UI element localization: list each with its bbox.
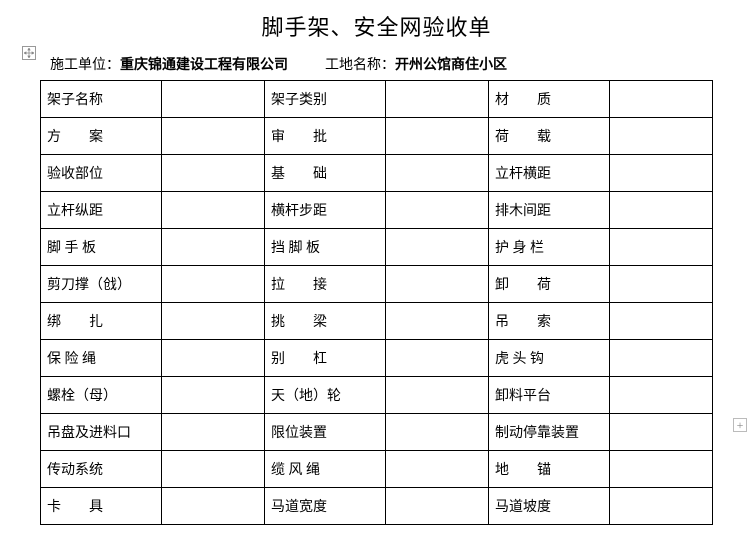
table-row: 吊盘及进料口 限位装置 制动停靠装置: [41, 414, 713, 451]
acceptance-table: 架子名称 架子类别 材 质方 案 审 批 荷 载验收部位 基 础 立杆横距立杆纵距 横杆步距 排…: [40, 80, 713, 525]
field-label: 虎 头 钩: [488, 340, 609, 377]
table-row: 螺栓（母） 天（地）轮 卸料平台: [41, 377, 713, 414]
field-label: 立杆横距: [488, 155, 609, 192]
header-info: 施工单位：重庆锦通建设工程有限公司 工地名称：开州公馆商住小区: [40, 54, 713, 74]
field-value: [162, 377, 265, 414]
table-row: 立杆纵距 横杆步距 排木间距: [41, 192, 713, 229]
field-label: 马道宽度: [264, 488, 385, 525]
site-value: 开州公馆商住小区: [395, 58, 507, 73]
table-row: 验收部位 基 础 立杆横距: [41, 155, 713, 192]
field-label: 天（地）轮: [264, 377, 385, 414]
table-row: 脚 手 板挡 脚 板护 身 栏: [41, 229, 713, 266]
field-label: 剪刀撑（戗）: [41, 266, 162, 303]
field-value: [162, 488, 265, 525]
field-value: [610, 414, 713, 451]
field-value: [162, 340, 265, 377]
field-label: 马道坡度: [488, 488, 609, 525]
field-label: 架子名称: [41, 81, 162, 118]
field-label: 别 杠: [264, 340, 385, 377]
field-value: [610, 377, 713, 414]
plus-icon[interactable]: +: [733, 418, 747, 432]
field-value: [610, 303, 713, 340]
field-value: [386, 414, 489, 451]
construction-label: 施工单位：: [50, 58, 120, 73]
field-value: [610, 81, 713, 118]
field-value: [610, 118, 713, 155]
move-handle-icon[interactable]: [22, 46, 36, 60]
table-row: 传动系统 缆 风 绳 地 锚: [41, 451, 713, 488]
field-label: 卡 具: [41, 488, 162, 525]
field-label: 立杆纵距: [41, 192, 162, 229]
field-label: 保 险 绳: [41, 340, 162, 377]
field-label: 基 础: [264, 155, 385, 192]
field-value: [162, 155, 265, 192]
field-value: [162, 118, 265, 155]
field-value: [162, 229, 265, 266]
field-value: [162, 451, 265, 488]
field-value: [162, 414, 265, 451]
field-label: 螺栓（母）: [41, 377, 162, 414]
construction-value: 重庆锦通建设工程有限公司: [120, 58, 288, 73]
field-label: 缆 风 绳: [264, 451, 385, 488]
field-label: 验收部位: [41, 155, 162, 192]
field-value: [386, 155, 489, 192]
field-value: [610, 229, 713, 266]
table-row: 绑 扎挑 梁吊 索: [41, 303, 713, 340]
field-value: [386, 488, 489, 525]
field-label: 传动系统: [41, 451, 162, 488]
field-label: 荷 载: [488, 118, 609, 155]
field-value: [610, 340, 713, 377]
field-label: 护 身 栏: [488, 229, 609, 266]
field-value: [386, 451, 489, 488]
field-value: [386, 303, 489, 340]
table-row: 方 案审 批荷 载: [41, 118, 713, 155]
field-label: 脚 手 板: [41, 229, 162, 266]
field-value: [162, 81, 265, 118]
field-label: 审 批: [264, 118, 385, 155]
field-label: 制动停靠装置: [488, 414, 609, 451]
field-value: [610, 488, 713, 525]
field-value: [386, 340, 489, 377]
field-value: [386, 81, 489, 118]
field-value: [386, 192, 489, 229]
field-label: 架子类别: [264, 81, 385, 118]
field-value: [610, 155, 713, 192]
field-label: 卸 荷: [488, 266, 609, 303]
field-label: 方 案: [41, 118, 162, 155]
table-row: 剪刀撑（戗） 拉 接 卸 荷: [41, 266, 713, 303]
table-row: 卡 具 马道宽度 马道坡度: [41, 488, 713, 525]
field-label: 吊 索: [488, 303, 609, 340]
field-value: [386, 118, 489, 155]
field-label: 横杆步距: [264, 192, 385, 229]
field-label: 卸料平台: [488, 377, 609, 414]
field-value: [162, 303, 265, 340]
site-label: 工地名称：: [325, 58, 395, 73]
field-value: [386, 266, 489, 303]
field-label: 排木间距: [488, 192, 609, 229]
field-value: [610, 451, 713, 488]
field-label: 绑 扎: [41, 303, 162, 340]
field-value: [162, 266, 265, 303]
field-label: 材 质: [488, 81, 609, 118]
field-value: [610, 266, 713, 303]
field-value: [386, 229, 489, 266]
field-label: 限位装置: [264, 414, 385, 451]
field-label: 地 锚: [488, 451, 609, 488]
page-title: 脚手架、安全网验收单: [40, 10, 713, 42]
field-value: [610, 192, 713, 229]
field-value: [386, 377, 489, 414]
table-row: 保 险 绳别 杠虎 头 钩: [41, 340, 713, 377]
field-value: [162, 192, 265, 229]
field-label: 拉 接: [264, 266, 385, 303]
field-label: 挡 脚 板: [264, 229, 385, 266]
table-row: 架子名称 架子类别 材 质: [41, 81, 713, 118]
field-label: 挑 梁: [264, 303, 385, 340]
field-label: 吊盘及进料口: [41, 414, 162, 451]
